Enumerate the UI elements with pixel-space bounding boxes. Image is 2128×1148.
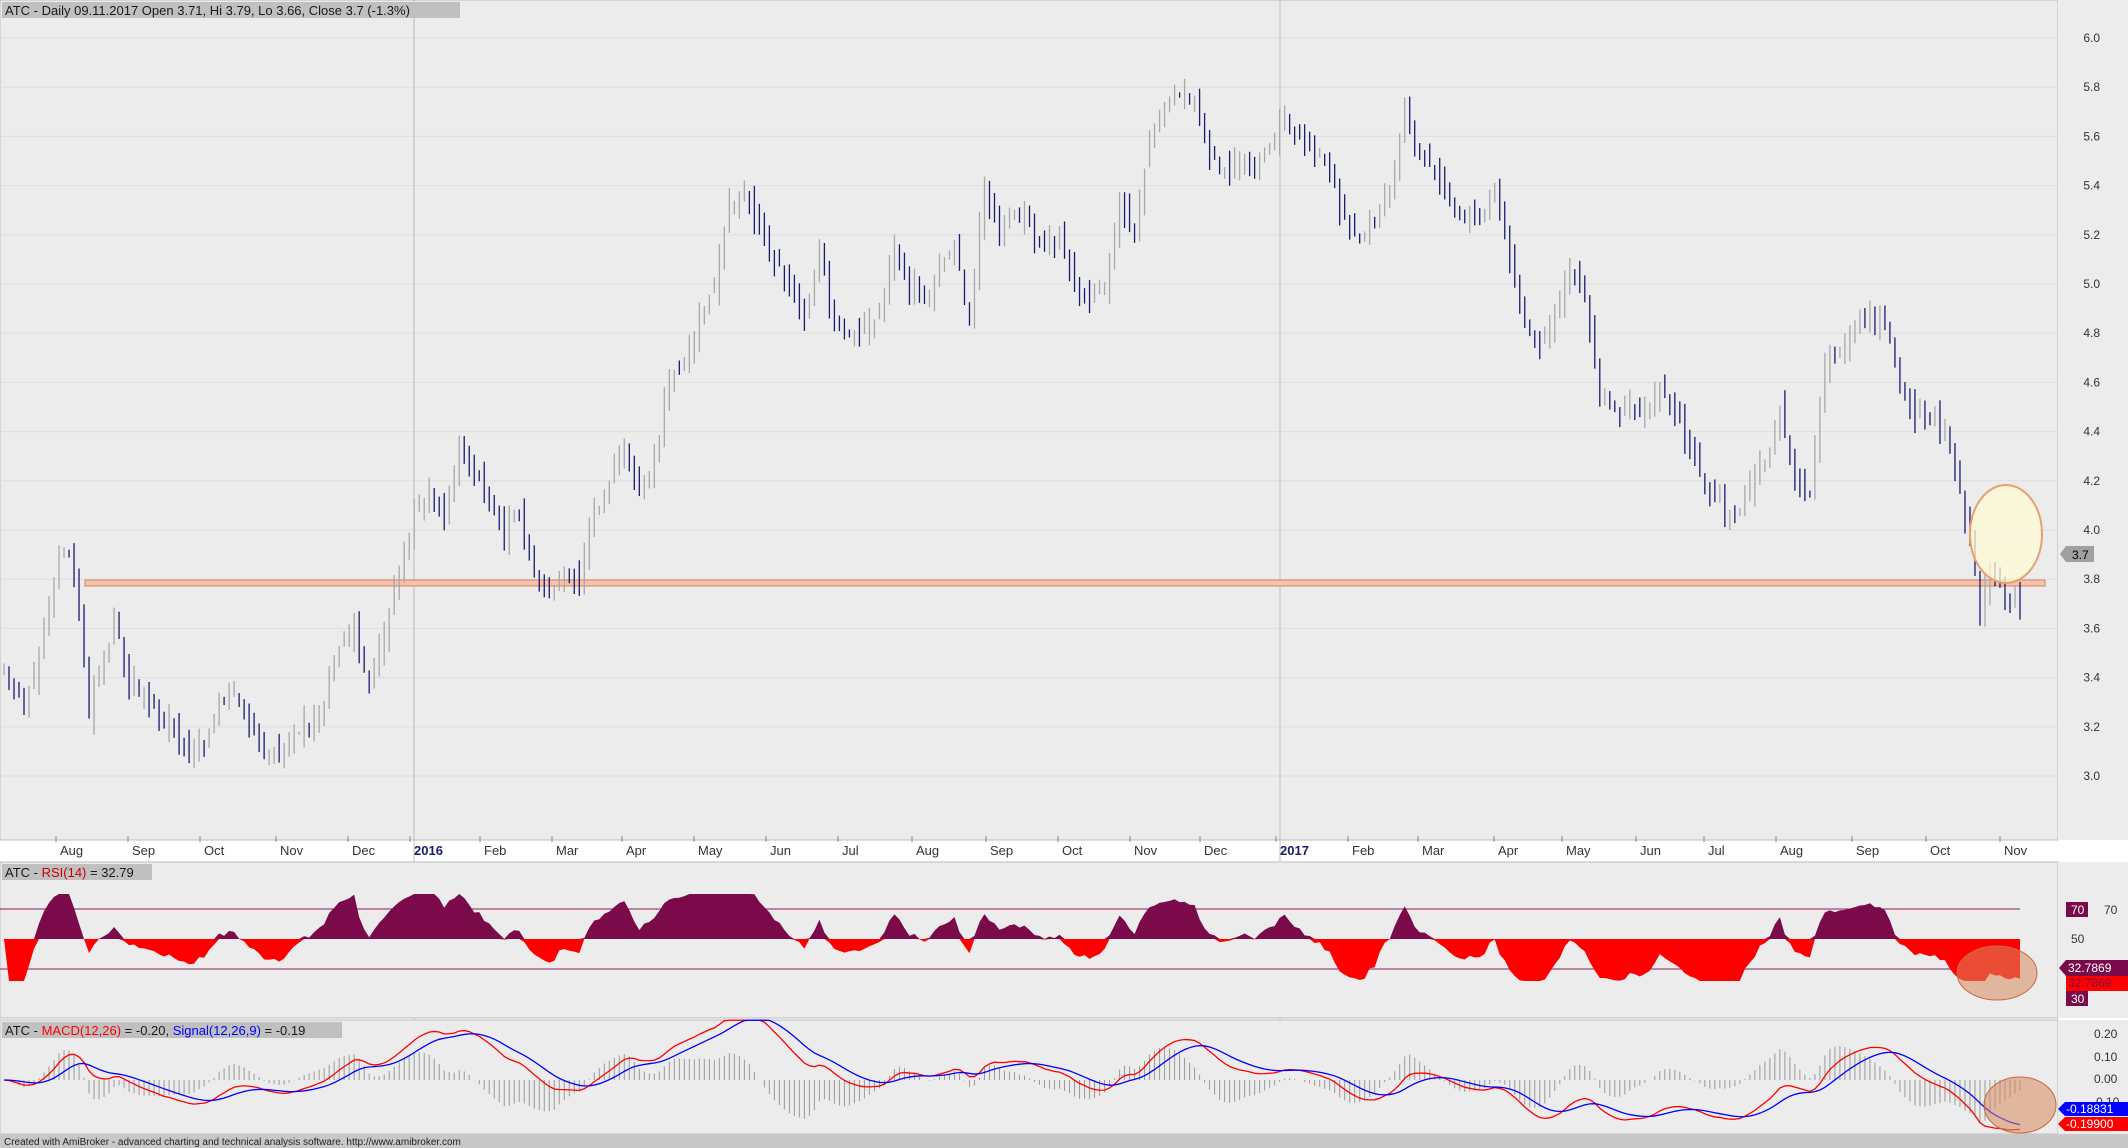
price-tick-label: 4.8 xyxy=(2083,326,2100,340)
price-tick-label: 6.0 xyxy=(2083,31,2100,45)
date-label: Apr xyxy=(1498,843,1519,858)
date-label: Aug xyxy=(1780,843,1803,858)
price-tick-label: 3.4 xyxy=(2083,671,2100,685)
price-tick-label: 3.6 xyxy=(2083,621,2100,635)
date-label: Dec xyxy=(352,843,376,858)
price-bars xyxy=(3,78,2021,769)
date-label: Aug xyxy=(916,843,939,858)
signal-value-label: -0.18831 xyxy=(2066,1102,2114,1116)
date-label: Nov xyxy=(1134,843,1158,858)
date-label: Dec xyxy=(1204,843,1228,858)
date-label: May xyxy=(1566,843,1591,858)
macd-pane: 0.20 0.10 0.00 -0.10 -0.18831 -0.19900 A… xyxy=(0,1019,2128,1135)
price-tick-label: 4.4 xyxy=(2083,425,2100,439)
rsi-value-label-1: 32.7869 xyxy=(2068,961,2112,975)
signal-line xyxy=(3,1019,2021,1126)
macd-title: ATC - MACD(12,26) = -0.20, Signal(12,26,… xyxy=(5,1023,305,1038)
macd-tick-000: 0.00 xyxy=(2094,1072,2118,1086)
date-label: Sep xyxy=(132,843,155,858)
rsi-tick-50: 50 xyxy=(2071,932,2085,946)
date-label: May xyxy=(698,843,723,858)
price-tick-label: 5.6 xyxy=(2083,129,2100,143)
price-tick-label: 4.2 xyxy=(2083,474,2100,488)
rsi-tick-70-badge: 70 xyxy=(2071,903,2085,917)
price-tick-label: 4.0 xyxy=(2083,523,2100,537)
rsi-axis: 70 70 50 32.7869 32.7869 30 xyxy=(2059,902,2128,1006)
date-label: Sep xyxy=(1856,843,1879,858)
date-label: Apr xyxy=(626,843,647,858)
date-label: Jul xyxy=(1708,843,1725,858)
rsi-title: ATC - RSI(14) = 32.79 xyxy=(5,865,134,880)
date-label: Jun xyxy=(1640,843,1661,858)
macd-axis: 0.20 0.10 0.00 -0.10 -0.18831 -0.19900 xyxy=(2058,1027,2128,1131)
price-axis: 6.0 5.8 5.6 5.4 5.2 5.0 4.8 4.6 4.4 4.2 4.0 3.8 3.6 3… xyxy=(0,31,2100,783)
date-label: Sep xyxy=(990,843,1013,858)
rsi-tick-70: 70 xyxy=(2104,903,2118,917)
price-tick-label: 5.4 xyxy=(2083,179,2100,193)
macd-line xyxy=(3,1019,2021,1131)
date-label: Nov xyxy=(2004,843,2028,858)
macd-tick-010: 0.10 xyxy=(2094,1050,2118,1064)
footer-credit: Created with AmiBroker - advanced charti… xyxy=(4,1137,461,1148)
date-label: Aug xyxy=(60,843,83,858)
date-label: Oct xyxy=(1930,843,1951,858)
date-label: 2017 xyxy=(1280,843,1309,858)
last-close-tag: 3.7 xyxy=(2060,546,2094,562)
highlight-circle-price xyxy=(1969,484,2043,584)
rsi-value-label-2: 32.7869 xyxy=(2068,976,2112,990)
price-tick-label: 3.2 xyxy=(2083,720,2100,734)
price-tick-label: 3.0 xyxy=(2083,769,2100,783)
date-label: Mar xyxy=(1422,843,1445,858)
rsi-pane: 70 70 50 32.7869 32.7869 30 ATC - RSI(14… xyxy=(0,861,2128,1019)
rsi-area-above-50 xyxy=(4,894,2020,939)
date-label: Oct xyxy=(1062,843,1083,858)
last-close-label: 3.7 xyxy=(2072,548,2089,562)
highlight-circle-macd xyxy=(1983,1076,2057,1134)
date-label: Jul xyxy=(842,843,859,858)
date-label: 2016 xyxy=(414,843,443,858)
date-label: Feb xyxy=(484,843,506,858)
macd-value-label: -0.19900 xyxy=(2066,1117,2114,1131)
macd-tick-020: 0.20 xyxy=(2094,1027,2118,1041)
date-label: Nov xyxy=(280,843,304,858)
price-tick-label: 5.2 xyxy=(2083,228,2100,242)
support-line xyxy=(84,579,2046,587)
price-title: ATC - Daily 09.11.2017 Open 3.71, Hi 3.7… xyxy=(5,3,410,18)
date-label: Jun xyxy=(770,843,791,858)
date-label: Feb xyxy=(1352,843,1374,858)
price-tick-label: 4.6 xyxy=(2083,375,2100,389)
price-tick-label: 5.0 xyxy=(2083,277,2100,291)
rsi-tick-30: 30 xyxy=(2071,992,2085,1006)
date-axis: Aug Sep Oct Nov Dec 2016 Feb Mar Apr May Jun Jul Aug… xyxy=(55,836,2028,858)
rsi-area-below-50 xyxy=(4,939,2020,981)
price-tick-label: 5.8 xyxy=(2083,80,2100,94)
date-label: Oct xyxy=(204,843,225,858)
date-label: Mar xyxy=(556,843,579,858)
highlight-circle-rsi xyxy=(1956,945,2038,1001)
price-tick-label: 3.8 xyxy=(2083,572,2100,586)
